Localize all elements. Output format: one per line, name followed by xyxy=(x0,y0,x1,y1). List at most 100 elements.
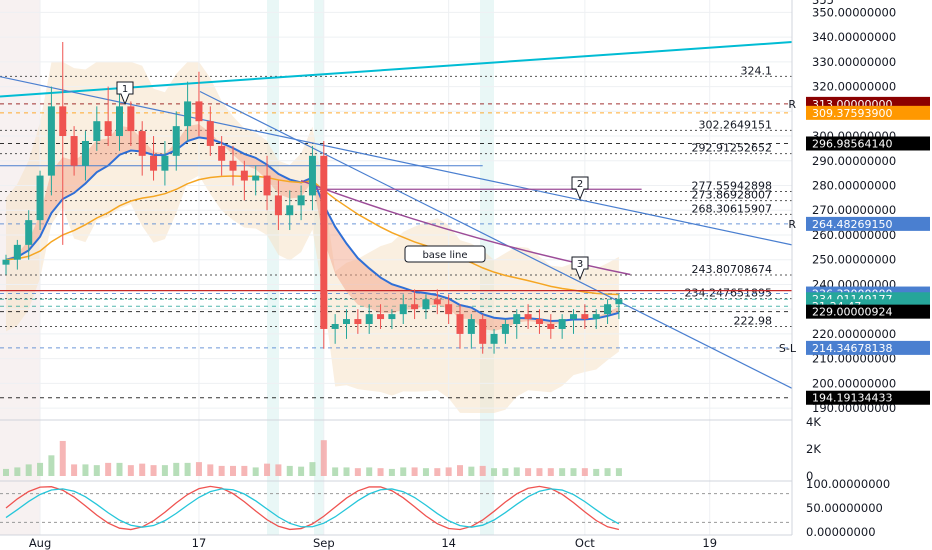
price-tag-marker: R xyxy=(788,98,796,111)
callout-2: 2 xyxy=(577,179,583,190)
volume-bar xyxy=(491,468,498,476)
volume-bar xyxy=(354,468,361,476)
price-tick: 340.00000000 xyxy=(812,30,896,44)
bollinger-band-fill xyxy=(6,61,619,414)
volume-bar xyxy=(71,464,78,476)
candle-body xyxy=(59,106,67,137)
candle-body xyxy=(286,205,294,216)
volume-bar xyxy=(377,468,384,476)
level-label: 324.1 xyxy=(741,64,773,77)
price-tick: 330.00000000 xyxy=(812,55,896,69)
volume-bar xyxy=(581,468,588,476)
base-line-label: base line xyxy=(422,250,467,261)
volume-bar xyxy=(275,464,282,476)
volume-bar xyxy=(468,466,475,476)
volume-bar xyxy=(59,440,66,476)
volume-bar xyxy=(161,465,168,476)
candle-body xyxy=(116,106,123,137)
candle-body xyxy=(604,304,612,315)
volume-bar xyxy=(127,465,134,476)
volume-tick: 2K xyxy=(806,442,821,456)
price-tick: 280.00000000 xyxy=(812,179,896,193)
candle-body xyxy=(127,106,135,132)
volume-bar xyxy=(332,467,339,476)
candle-body xyxy=(354,319,362,325)
date-tick: Oct xyxy=(575,536,595,550)
oscillator-pane: 0.00000000 50.00000000 100.00000000 xyxy=(0,477,890,539)
volume-bar xyxy=(116,462,123,476)
price-tag-bg xyxy=(806,105,930,120)
callout-3: 3 xyxy=(577,259,583,270)
candle-body xyxy=(388,314,396,320)
volume-bar xyxy=(286,465,293,476)
candle-body xyxy=(172,126,180,156)
volume-tick: 4K xyxy=(806,415,821,429)
candle-body xyxy=(47,106,55,176)
date-tick: 14 xyxy=(441,536,456,550)
candle-body xyxy=(467,319,475,334)
date-tick: 19 xyxy=(702,536,717,550)
volume-bar xyxy=(25,464,32,476)
volume-bar xyxy=(252,467,259,476)
price-tick: 320.00000000 xyxy=(812,80,896,94)
volume-bar xyxy=(502,468,509,476)
price-tag-label: 194.19134433 xyxy=(812,392,892,405)
volume-bar xyxy=(479,465,486,476)
candle-body xyxy=(479,319,487,344)
candle-body xyxy=(456,314,464,334)
candle-body xyxy=(570,314,577,320)
level-label: 222.98 xyxy=(734,315,773,328)
osc-k-line xyxy=(5,485,620,531)
volume-bar xyxy=(230,465,236,476)
candle-body xyxy=(297,195,305,206)
level-label: 292.91252652 xyxy=(692,142,772,155)
candle-body xyxy=(13,244,21,260)
candle-body xyxy=(93,121,101,141)
volume-bar xyxy=(14,467,21,476)
candle-body xyxy=(252,175,260,181)
candle-body xyxy=(240,170,248,181)
candle-body xyxy=(422,299,430,310)
volume-tick: 0 xyxy=(806,469,813,483)
candle-body xyxy=(206,121,214,146)
volume-bar xyxy=(264,463,271,476)
volume-bar xyxy=(320,440,327,476)
candle-body xyxy=(592,314,600,320)
candle-body xyxy=(365,314,373,325)
callout-3-box xyxy=(571,256,589,281)
level-label: 243.80708674 xyxy=(692,263,772,276)
price-tag-label: 229.00000924 xyxy=(812,306,892,319)
price-tick: 220.00000000 xyxy=(812,327,896,341)
price-tag-marker: S-L xyxy=(779,342,797,355)
volume-bar xyxy=(37,462,44,476)
candle-body xyxy=(195,101,203,122)
candle-body xyxy=(513,314,521,325)
price-tag-bg xyxy=(806,390,930,405)
osc-tick: 50.00000000 xyxy=(806,501,883,515)
candle-body xyxy=(558,319,566,329)
date-axis: Aug 17 Sep 14 Oct 19 xyxy=(0,534,792,550)
candle-body xyxy=(36,175,44,221)
candle-body xyxy=(501,324,509,334)
candles xyxy=(2,42,623,354)
price-tag-label: 264.48269150 xyxy=(812,218,892,231)
price-tick: 250.00000000 xyxy=(812,253,896,267)
top-cut-label: 355 xyxy=(812,0,834,7)
base-line-box xyxy=(404,245,486,263)
candle-body xyxy=(524,314,532,320)
volume-bar xyxy=(298,466,305,476)
osc-d-line xyxy=(5,488,620,528)
callout-1-box xyxy=(116,81,134,106)
candle-body xyxy=(615,299,623,305)
date-tick: Aug xyxy=(29,536,51,550)
volume-bar xyxy=(366,467,373,476)
price-tick: 210.00000000 xyxy=(812,352,896,366)
candle-body xyxy=(25,220,33,245)
volume-pane: 0 2K 4K xyxy=(0,415,821,483)
candle-body xyxy=(70,136,78,166)
candle-body xyxy=(308,155,316,196)
candle-body xyxy=(343,319,350,325)
candle-body xyxy=(445,304,453,315)
volume-bar xyxy=(434,468,441,476)
